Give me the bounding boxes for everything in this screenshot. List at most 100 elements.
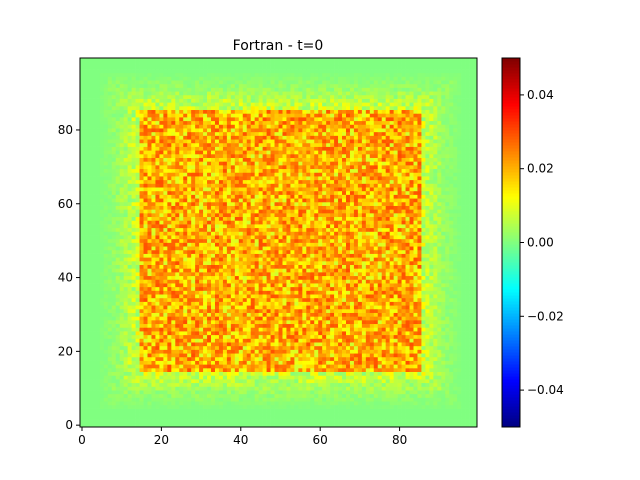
heatmap-cell: [147, 345, 152, 350]
heatmap-cell: [369, 412, 375, 417]
heatmap-cell: [187, 283, 192, 288]
heatmap-cell: [191, 382, 196, 387]
heatmap-cell: [373, 283, 379, 288]
heatmap-cell: [425, 393, 430, 398]
heatmap-cell: [127, 412, 132, 417]
heatmap-cell: [381, 268, 387, 273]
heatmap-cell: [246, 342, 252, 347]
heatmap-cell: [361, 382, 367, 387]
heatmap-cell: [143, 419, 148, 424]
heatmap-cell: [365, 371, 371, 376]
heatmap-cell: [377, 423, 383, 428]
heatmap-cell: [425, 412, 430, 417]
heatmap-cell: [226, 268, 232, 273]
heatmap-cell: [381, 360, 387, 365]
heatmap-cell: [242, 312, 248, 317]
heatmap-cell: [254, 390, 259, 395]
heatmap-cell: [218, 419, 224, 424]
heatmap-cell: [405, 290, 410, 295]
heatmap-cell: [195, 423, 200, 428]
heatmap-cell: [83, 279, 89, 284]
heatmap-cell: [429, 345, 434, 350]
heatmap-cell: [318, 353, 323, 358]
heatmap-cell: [326, 342, 331, 347]
heatmap-cell: [457, 338, 462, 343]
heatmap-cell: [369, 364, 375, 369]
heatmap-cell: [389, 319, 394, 325]
heatmap-cell: [385, 253, 391, 258]
heatmap-cell: [107, 415, 113, 420]
heatmap-cell: [302, 349, 307, 354]
heatmap-cell: [266, 305, 271, 310]
heatmap-cell: [155, 272, 160, 277]
heatmap-cell: [115, 412, 121, 417]
heatmap-cell: [326, 268, 331, 273]
heatmap-cell: [298, 316, 303, 321]
heatmap-cell: [306, 308, 311, 313]
heatmap-cell: [453, 382, 458, 387]
heatmap-cell: [405, 364, 410, 369]
heatmap-cell: [369, 246, 375, 251]
heatmap-cell: [274, 367, 279, 372]
heatmap-cell: [171, 349, 176, 354]
heatmap-cell: [322, 308, 327, 313]
heatmap-cell: [465, 305, 470, 310]
heatmap-cell: [147, 382, 152, 387]
heatmap-cell: [425, 272, 430, 277]
heatmap-cell: [417, 283, 422, 288]
heatmap-cell: [87, 279, 93, 284]
heatmap-cell: [397, 242, 402, 247]
heatmap-cell: [179, 279, 184, 284]
heatmap-cell: [361, 264, 367, 269]
heatmap-cell: [385, 364, 391, 369]
heatmap-cell: [421, 408, 426, 413]
heatmap-cell: [409, 297, 414, 302]
heatmap-cell: [282, 249, 287, 254]
heatmap-cell: [469, 283, 474, 288]
heatmap-cell: [258, 419, 263, 424]
heatmap-cell: [143, 382, 148, 387]
heatmap-cell: [107, 345, 113, 350]
heatmap-cell: [175, 404, 180, 409]
heatmap-cell: [286, 257, 291, 262]
heatmap-cell: [171, 242, 176, 247]
heatmap-cell: [270, 334, 275, 339]
heatmap-cell: [163, 242, 168, 247]
heatmap-cell: [425, 242, 430, 247]
heatmap-cell: [373, 356, 379, 361]
heatmap-cell: [250, 419, 256, 424]
heatmap-cell: [238, 342, 244, 347]
heatmap-cell: [381, 260, 387, 265]
heatmap-cell: [258, 242, 263, 247]
heatmap-cell: [230, 323, 236, 328]
heatmap-cell: [91, 415, 97, 420]
heatmap-cell: [286, 334, 291, 339]
heatmap-cell: [409, 253, 414, 258]
heatmap-cell: [405, 294, 410, 299]
heatmap-cell: [242, 268, 248, 273]
heatmap-cell: [191, 301, 196, 306]
heatmap-cell: [469, 323, 474, 328]
heatmap-cell: [385, 393, 391, 398]
heatmap-cell: [314, 275, 319, 280]
heatmap-cell: [123, 342, 128, 347]
heatmap-cell: [214, 419, 220, 424]
heatmap-cell: [99, 338, 105, 343]
heatmap-cell: [242, 353, 248, 358]
heatmap-cell: [365, 379, 371, 384]
heatmap-cell: [191, 360, 196, 365]
heatmap-cell: [330, 375, 335, 380]
heatmap-cell: [274, 401, 279, 406]
heatmap-cell: [187, 327, 192, 332]
heatmap-cell: [127, 327, 132, 332]
heatmap-cell: [449, 349, 454, 354]
heatmap-cell: [135, 375, 140, 380]
heatmap-cell: [207, 290, 212, 295]
heatmap-cell: [314, 301, 319, 306]
heatmap-cell: [171, 415, 176, 420]
heatmap-cell: [258, 249, 263, 254]
heatmap-cell: [294, 268, 299, 273]
heatmap-cell: [214, 316, 220, 321]
heatmap-cell: [266, 301, 271, 306]
heatmap-cell: [473, 408, 478, 413]
